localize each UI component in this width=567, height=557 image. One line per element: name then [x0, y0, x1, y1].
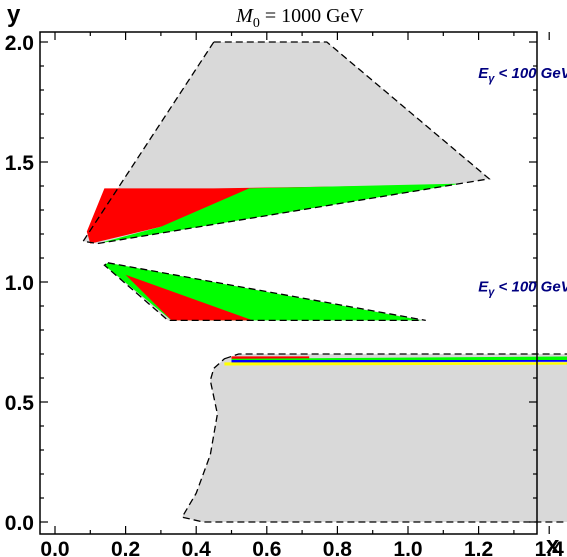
x-tick-label: 0.6 — [252, 538, 281, 557]
lower-yellow-strip — [224, 362, 567, 366]
x-tick-label: 0.4 — [182, 538, 212, 557]
x-tick-label: 0.8 — [323, 538, 353, 557]
x-tick-label: 1.0 — [393, 538, 422, 557]
x-tick-label: 0.0 — [40, 538, 69, 557]
y-tick-label: 0.5 — [5, 392, 35, 415]
x-axis-label: x — [546, 532, 560, 557]
x-tick-label: 0.2 — [111, 538, 140, 557]
x-tick-label: 1.2 — [464, 538, 493, 557]
y-tick-label: 1.0 — [5, 272, 34, 295]
lower-gray-region — [182, 354, 567, 522]
annotations-layer: Eγ < 100 GeV Eγ < 100 GeV — [478, 65, 567, 299]
y-axis-label: y — [7, 1, 21, 28]
upper-gray-region-boundary — [82, 41, 491, 245]
middle-gray-region-boundary — [103, 262, 426, 322]
energy-cut-annotation: Eγ < 100 GeV — [478, 65, 567, 85]
energy-cut-annotation: Eγ < 100 GeV — [478, 279, 567, 299]
y-tick-label: 2.0 — [5, 32, 34, 55]
boundaries-layer — [82, 41, 567, 523]
x-tick-label: 1.4 — [535, 538, 565, 557]
chart-title: M0 = 1000 GeV — [235, 5, 364, 31]
middle-red-region — [125, 274, 253, 321]
upper-red-region — [86, 186, 373, 244]
ticks-layer: 0.0 0.2 0.4 0.6 0.8 1.0 1.2 1.4 0.0 0.5 1.0 1.5 2.0 — [5, 32, 564, 557]
lower-blue-strip — [231, 360, 567, 363]
lower-gray-region-boundary — [181, 353, 567, 523]
y-tick-label: 1.5 — [5, 152, 35, 175]
y-tick-label: 0.0 — [5, 512, 34, 535]
plot-frame — [39, 31, 538, 535]
